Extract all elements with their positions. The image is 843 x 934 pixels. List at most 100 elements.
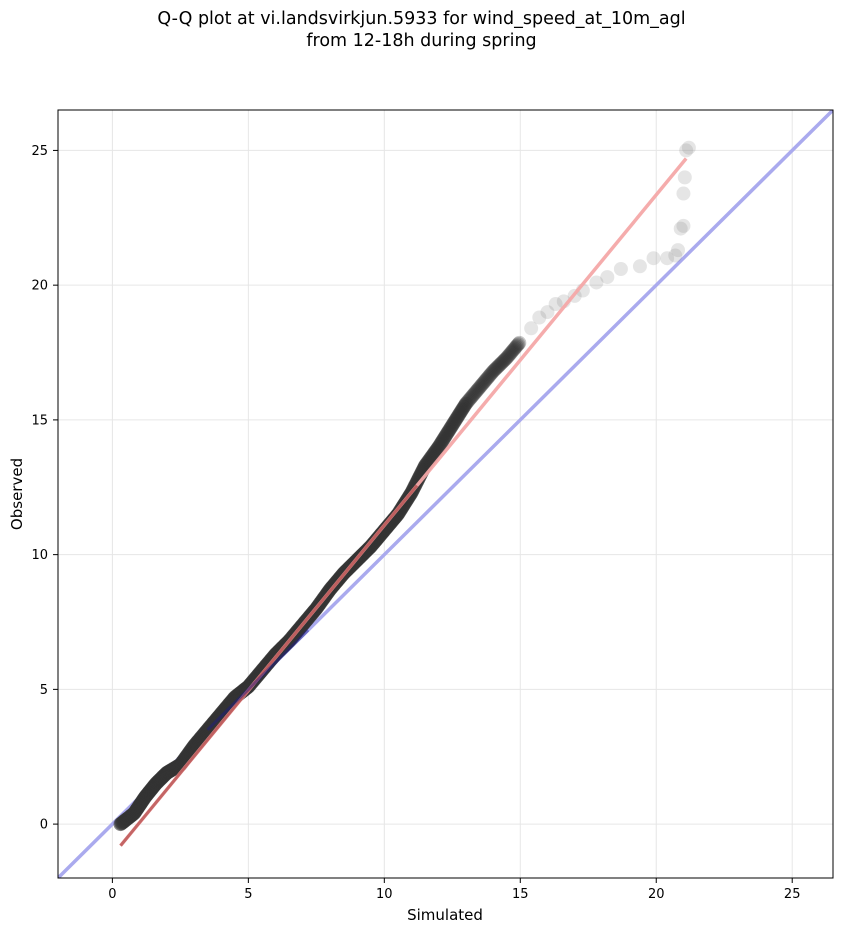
quantile-point (432, 438, 447, 453)
quantile-point (422, 451, 437, 466)
quantile-point (472, 380, 487, 395)
quantile-point (489, 360, 504, 375)
quantile-point (498, 351, 513, 366)
quantile-point (454, 404, 469, 419)
quantile-point (458, 396, 473, 411)
quantile-point (473, 379, 488, 394)
quantile-point (495, 354, 510, 369)
tail-point (589, 275, 604, 290)
tail-point (600, 270, 615, 285)
quantile-point (428, 443, 443, 458)
grid (58, 110, 833, 878)
quantile-point (460, 394, 475, 409)
quantile-point (463, 390, 478, 405)
quantile-point (484, 366, 499, 381)
tail-point (540, 305, 555, 320)
quantile-point (503, 346, 518, 361)
y-tick-label: 25 (31, 144, 48, 159)
quantile-point (502, 347, 517, 362)
axes: 0 5 10 15 20 25 0 5 10 15 20 25 (31, 144, 800, 902)
tail-point (613, 261, 628, 276)
quantile-point (426, 446, 441, 461)
data-area (58, 110, 833, 878)
quantile-point (500, 349, 515, 364)
quantile-point (501, 348, 516, 363)
y-tick-label: 20 (31, 279, 48, 294)
quantile-point (427, 445, 442, 460)
quantile-point (475, 377, 490, 392)
y-tick-label: 0 (40, 818, 48, 833)
quantile-point (442, 422, 457, 437)
quantile-point (453, 405, 468, 420)
quantile-point (437, 430, 452, 445)
quantile-point (444, 419, 459, 434)
x-tick-label: 15 (512, 887, 529, 902)
tail-point (660, 251, 675, 266)
quantile-point (491, 358, 506, 373)
x-axis-label: Simulated (407, 906, 483, 924)
quantile-point (429, 442, 444, 457)
tail-point (671, 243, 685, 258)
quantile-point (443, 421, 458, 436)
quantile-point (465, 388, 480, 403)
quantile-point (457, 398, 472, 413)
tail-point (681, 140, 696, 155)
quantile-point (425, 447, 440, 462)
fit-line (119, 157, 688, 847)
fit-line-dense (119, 484, 419, 847)
quantile-point (423, 450, 438, 465)
quantile-point (451, 409, 466, 424)
quantile-point (438, 429, 453, 444)
tail-point (646, 251, 661, 266)
tail-point (677, 170, 692, 185)
quantile-point (483, 367, 498, 382)
tail-point (548, 297, 563, 312)
tail-point (673, 221, 688, 236)
quantile-point (482, 369, 497, 384)
quantile-point (421, 453, 436, 468)
y-tick-label: 15 (31, 413, 48, 428)
quantile-point (447, 415, 462, 430)
quantile-point (450, 410, 465, 425)
chart-title-line-2: from 12-18h during spring (306, 31, 537, 51)
quantile-point (508, 340, 523, 355)
quantile-point (459, 395, 474, 410)
x-tick-label: 25 (784, 887, 801, 902)
tail-point (532, 310, 547, 325)
quantile-point (477, 374, 492, 389)
tail-point (679, 143, 694, 158)
quantile-point (493, 356, 508, 371)
quantile-point (431, 439, 446, 454)
quantile-point (436, 432, 451, 447)
quantile-point (439, 427, 454, 442)
x-tick-label: 10 (376, 887, 393, 902)
quantile-point (505, 343, 520, 358)
quantile-point (489, 361, 504, 376)
quantile-point (424, 449, 439, 464)
quantile-point (488, 362, 503, 377)
identity-line-dense (206, 629, 310, 731)
plot-frame (57, 109, 834, 879)
quantile-point (509, 339, 524, 354)
tail-point (668, 248, 683, 263)
quantile-point (510, 338, 525, 353)
chart-title-line-1: Q-Q plot at vi.landsvirkjun.5933 for win… (157, 9, 686, 29)
quantile-point (449, 412, 464, 427)
quantile-point (471, 381, 486, 396)
quantile-point (435, 433, 450, 448)
quantile-point (494, 355, 509, 370)
y-axis-label: Observed (8, 458, 26, 530)
quantile-point (474, 378, 489, 393)
chart-title: Q-Q plot at vi.landsvirkjun.5933 for win… (0, 8, 843, 52)
quantile-point (481, 370, 496, 385)
quantile-point (434, 435, 449, 450)
quantile-point (507, 341, 522, 356)
quantile-point (466, 387, 481, 402)
quantile-point (512, 335, 527, 350)
x-tick-label: 0 (108, 887, 116, 902)
quantile-points (113, 140, 696, 832)
quantile-point (461, 393, 476, 408)
quantile-point (470, 382, 485, 397)
quantile-point (464, 389, 479, 404)
